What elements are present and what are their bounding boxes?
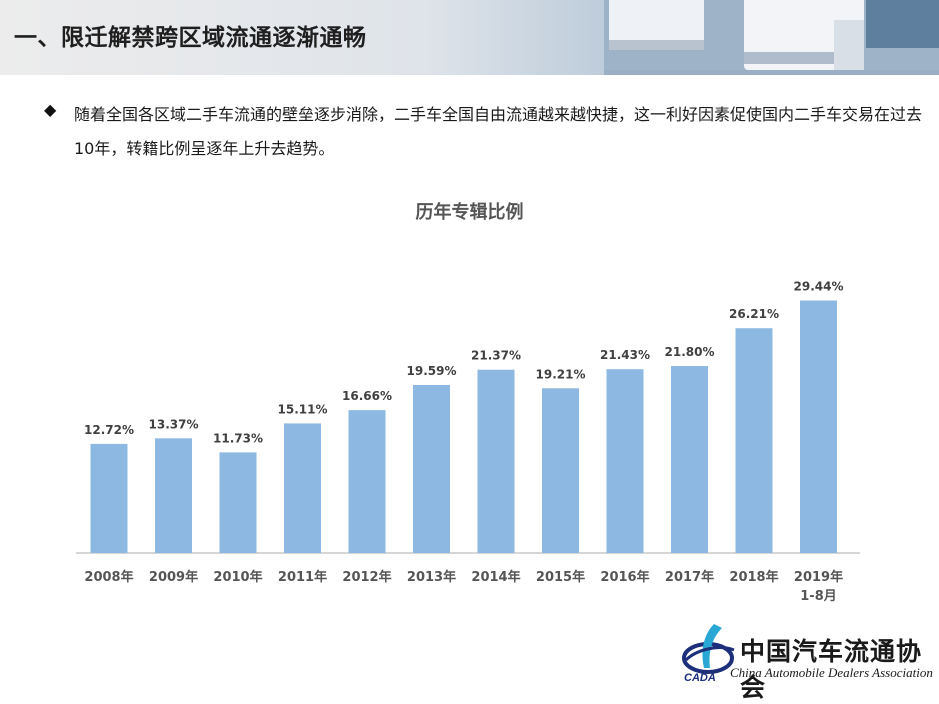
- bar: [90, 443, 128, 553]
- data-label: 21.37%: [471, 349, 521, 363]
- bar-chart: 12.72% 2008年 13.37% 2009年 11.73% 2010年 15.11% 2…: [76, 280, 860, 604]
- data-label: 13.37%: [149, 417, 199, 431]
- bar: [219, 452, 257, 553]
- data-label: 26.21%: [729, 307, 779, 321]
- decorative-cubes-image: [604, 0, 939, 75]
- bar: [348, 410, 386, 553]
- chart-title: 历年专辑比例: [415, 202, 524, 223]
- x-tick-label: 2017年: [665, 569, 714, 585]
- intro-text: 随着全国各区域二手车流通的壁垒逐步消除，二手车全国自由流通越来越快捷，这一利好因…: [74, 105, 923, 158]
- data-label: 21.80%: [665, 345, 715, 359]
- x-tick-label: 2016年: [600, 569, 649, 585]
- x-tick-label: 2008年: [84, 569, 133, 585]
- page-title: 一、限迁解禁跨区域流通逐渐通畅: [14, 25, 367, 51]
- bar: [413, 385, 450, 553]
- x-tick-label: 1-8月: [800, 589, 837, 604]
- x-tick-label: 2012年: [342, 569, 391, 585]
- svg-text:CADA: CADA: [684, 672, 716, 684]
- x-tick-label: 2010年: [213, 569, 262, 585]
- bar: [671, 366, 708, 553]
- x-tick-label: 2015年: [536, 569, 585, 585]
- bar: [477, 369, 515, 553]
- data-label: 16.66%: [342, 389, 392, 403]
- data-label: 29.44%: [794, 280, 844, 294]
- diamond-bullet-icon: ◆: [44, 100, 57, 119]
- x-tick-label: 2011年: [278, 569, 327, 585]
- x-tick-label: 2014年: [471, 569, 520, 585]
- data-label: 15.11%: [278, 402, 328, 416]
- header-banner: 一、限迁解禁跨区域流通逐渐通畅: [0, 0, 939, 75]
- data-label: 12.72%: [84, 423, 134, 437]
- x-tick-label: 2019年: [794, 569, 843, 585]
- association-name-en: China Automobile Dealers Association: [730, 665, 933, 680]
- bar: [606, 369, 644, 553]
- data-label: 11.73%: [213, 431, 263, 445]
- cada-logo-icon: CADA: [682, 624, 735, 684]
- data-label: 19.21%: [536, 367, 586, 381]
- x-tick-label: 2018年: [729, 569, 778, 585]
- data-label: 21.43%: [600, 348, 650, 362]
- bar: [284, 423, 321, 553]
- data-label: 19.59%: [407, 364, 457, 378]
- bar: [542, 388, 579, 553]
- bar: [735, 328, 773, 553]
- bar: [155, 438, 192, 553]
- x-tick-label: 2013年: [407, 569, 456, 585]
- x-tick-label: 2009年: [149, 569, 198, 585]
- bar: [800, 300, 837, 553]
